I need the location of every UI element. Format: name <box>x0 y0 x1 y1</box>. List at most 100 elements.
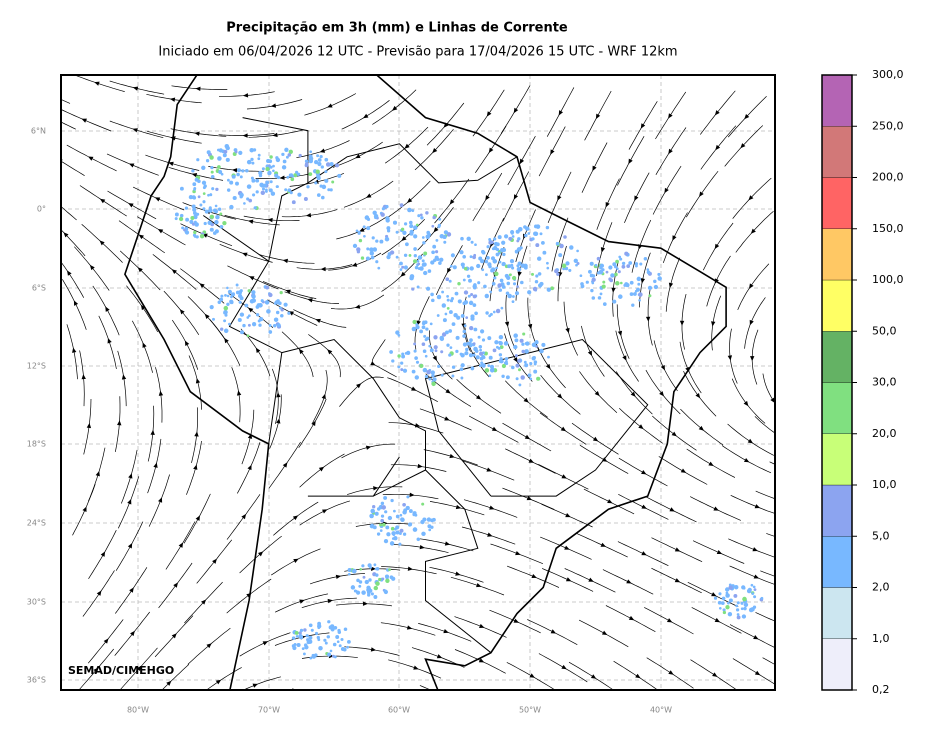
streamline-arrow <box>443 628 449 634</box>
streamline-arrow <box>88 156 94 161</box>
colorbar-label: 2,0 <box>872 581 890 594</box>
precip-cell <box>268 324 272 327</box>
precip-cell <box>372 525 377 530</box>
precip-cell <box>473 283 477 287</box>
precip-cell <box>385 218 390 223</box>
streamline-arrow <box>770 397 775 403</box>
precip-cell <box>751 592 755 595</box>
precip-cell <box>407 207 412 213</box>
precip-cell <box>462 254 467 259</box>
precip-cell <box>477 335 481 339</box>
precip-cell <box>728 585 733 590</box>
streamline-arrow <box>99 198 106 204</box>
precip-cell <box>469 255 473 259</box>
streamline-arrow <box>674 578 681 583</box>
precip-cell <box>638 298 641 302</box>
streamline-arrow <box>523 397 529 403</box>
precip-cell <box>448 310 453 315</box>
precip-cell <box>239 192 244 198</box>
precip-cell <box>585 280 589 284</box>
streamline-arrow <box>672 235 677 241</box>
precip-cell <box>251 298 257 303</box>
precip-cell <box>634 264 638 268</box>
precip-cell <box>373 563 377 567</box>
precip-cell <box>522 332 526 336</box>
precip-cell <box>383 589 387 593</box>
precip-cell <box>337 173 342 178</box>
precip-cell <box>251 161 255 165</box>
precip-cell <box>720 601 725 605</box>
precip-cell <box>423 334 427 338</box>
streamline-arrow <box>444 541 451 546</box>
precip-cell <box>467 294 471 298</box>
precip-cell <box>202 200 206 204</box>
streamline-arrow <box>392 105 398 111</box>
precip-cell <box>510 230 515 235</box>
precip-cell <box>329 188 333 192</box>
precip-cell <box>609 278 614 283</box>
streamline-arrow <box>305 213 312 218</box>
precip-cell <box>446 295 449 298</box>
precip-cell <box>498 260 502 264</box>
precip-cell <box>358 584 362 588</box>
precip-cell <box>378 577 382 582</box>
precip-cell <box>337 630 342 635</box>
streamline-arrow <box>127 543 133 549</box>
streamline-arrow <box>319 148 326 153</box>
precip-cell <box>239 175 243 179</box>
precip-cell <box>375 581 380 586</box>
precip-cell <box>523 265 528 270</box>
streamline-arrow <box>550 629 557 634</box>
streamline-arrow <box>206 643 212 649</box>
streamline-arrow <box>479 623 485 628</box>
precip-cell <box>192 182 197 187</box>
precip-cell <box>564 266 569 271</box>
precip-cell <box>479 351 484 356</box>
precip-cell <box>413 259 418 264</box>
streamline-arrow <box>318 466 325 472</box>
streamline-arrow <box>99 240 105 246</box>
precip-cell <box>459 250 464 255</box>
precip-cell <box>413 254 417 258</box>
precip-cell <box>174 217 178 221</box>
precip-cell <box>718 592 722 596</box>
precip-cell <box>636 276 642 282</box>
precip-cell <box>228 322 231 326</box>
precip-cell <box>493 245 498 251</box>
precip-cell <box>612 299 617 304</box>
streamline-arrow <box>142 342 147 348</box>
streamline-arrow <box>356 383 362 389</box>
precip-cell <box>484 368 490 373</box>
precip-cell <box>247 289 251 293</box>
precip-cell <box>636 287 640 292</box>
precip-cell <box>281 152 285 157</box>
precip-cell <box>212 208 217 213</box>
streamline-arrow <box>622 355 627 361</box>
precip-cell <box>428 528 432 532</box>
precip-cell <box>417 255 423 260</box>
streamline-arrow <box>137 267 143 273</box>
precip-cell <box>400 361 404 365</box>
precip-cell <box>385 204 389 209</box>
streamline-arrow <box>524 434 531 440</box>
streamline-arrow <box>327 103 333 108</box>
precip-cell <box>488 238 492 241</box>
streamline-arrow <box>157 229 164 234</box>
precip-cell <box>602 280 606 284</box>
streamline-arrow <box>754 670 761 676</box>
precip-cell <box>424 354 428 358</box>
precip-cell <box>515 363 520 368</box>
precip-cell <box>425 327 429 331</box>
precip-cell <box>217 207 222 211</box>
precip-cell <box>316 154 320 158</box>
streamline-arrow <box>515 550 521 556</box>
streamline-arrow <box>698 425 704 431</box>
precip-cell <box>269 180 273 184</box>
streamline-arrow <box>436 654 443 659</box>
streamline-arrow <box>432 355 437 361</box>
colorbar-label: 300,0 <box>872 68 904 81</box>
precip-cell <box>545 225 550 230</box>
precip-cell <box>494 271 499 277</box>
precip-cell <box>395 230 399 234</box>
precip-cell <box>491 281 496 286</box>
